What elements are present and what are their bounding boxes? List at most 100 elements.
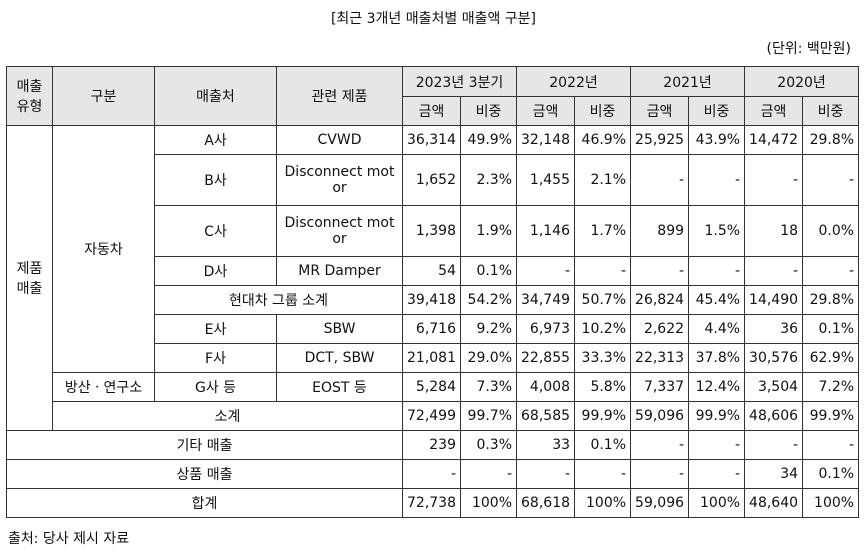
value-cell: - bbox=[744, 154, 804, 206]
value-cell: 99.9% bbox=[802, 401, 860, 431]
value-cell: 36,314 bbox=[402, 125, 461, 155]
header-period-2023q3: 2023년 3분기 bbox=[401, 66, 518, 97]
value-cell: 54.2% bbox=[459, 285, 518, 315]
value-cell: 22,855 bbox=[516, 343, 576, 373]
goods-sales-label: 상품 매출 bbox=[6, 459, 403, 489]
value-cell: 68,585 bbox=[516, 401, 576, 431]
header-period-2020: 2020년 bbox=[744, 66, 860, 97]
table-row: E사 SBW 6,716 9.2% 6,973 10.2% 2,622 4.4%… bbox=[7, 314, 860, 344]
value-cell: 32,148 bbox=[516, 125, 576, 155]
product-cell: DCT, SBW bbox=[276, 343, 403, 373]
value-cell: 5.8% bbox=[574, 372, 632, 402]
value-cell: 1,398 bbox=[402, 205, 461, 257]
value-cell: 43.9% bbox=[688, 125, 746, 155]
value-cell: - bbox=[688, 256, 746, 286]
value-cell: 30,576 bbox=[744, 343, 804, 373]
value-cell: 100% bbox=[802, 488, 860, 518]
value-cell: 4,008 bbox=[516, 372, 576, 402]
customer-cell: E사 bbox=[154, 314, 277, 344]
value-cell: 45.4% bbox=[688, 285, 746, 315]
customer-cell: F사 bbox=[154, 343, 277, 373]
header-amount: 금액 bbox=[516, 96, 576, 126]
value-cell: - bbox=[688, 459, 746, 489]
value-cell: - bbox=[688, 430, 746, 460]
value-cell: 36 bbox=[744, 314, 804, 344]
value-cell: - bbox=[744, 256, 804, 286]
value-cell: - bbox=[744, 430, 804, 460]
value-cell: 72,738 bbox=[402, 488, 461, 518]
table-row: 제품 매출 자동차 A사 CVWD 36,314 49.9% 32,148 46… bbox=[6, 125, 860, 431]
customer-cell: A사 bbox=[154, 125, 277, 155]
value-cell: 25,925 bbox=[630, 125, 690, 155]
table-row: B사 Disconnect motor 1,652 2.3% 1,455 2.1… bbox=[7, 154, 860, 206]
value-cell: 10.2% bbox=[574, 314, 632, 344]
value-cell: 5,284 bbox=[402, 372, 461, 402]
sales-type-cell: 제품 매출 bbox=[6, 125, 53, 431]
value-cell: - bbox=[630, 256, 690, 286]
value-cell: - bbox=[630, 154, 690, 206]
value-cell: 7.3% bbox=[459, 372, 518, 402]
value-cell: - bbox=[630, 430, 690, 460]
value-cell: 29.8% bbox=[802, 285, 860, 315]
customer-cell: B사 bbox=[154, 154, 277, 206]
header-sales-type: 매출 유형 bbox=[6, 66, 53, 126]
product-cell: Disconnect motor bbox=[276, 154, 403, 206]
value-cell: - bbox=[516, 459, 576, 489]
category-defense-cell: 방산ㆍ연구소 bbox=[52, 372, 155, 402]
header-period-2022: 2022년 bbox=[516, 66, 632, 97]
header-period-2021: 2021년 bbox=[630, 66, 746, 97]
header-share: 비중 bbox=[802, 96, 860, 126]
value-cell: 6,973 bbox=[516, 314, 576, 344]
value-cell: 239 bbox=[402, 430, 461, 460]
value-cell: 6,716 bbox=[402, 314, 461, 344]
value-cell: 22,313 bbox=[630, 343, 690, 373]
table-title: [최근 3개년 매출처별 매출액 구분] bbox=[330, 11, 537, 27]
category-auto-cell: 자동차 bbox=[52, 125, 155, 373]
value-cell: - bbox=[574, 459, 632, 489]
value-cell: 1.7% bbox=[574, 205, 632, 257]
table-row: D사 MR Damper 54 0.1% - - - - - - bbox=[7, 256, 860, 286]
value-cell: 1,455 bbox=[516, 154, 576, 206]
value-cell: 0.3% bbox=[459, 430, 518, 460]
value-cell: 72,499 bbox=[402, 401, 461, 431]
header-product: 관련 제품 bbox=[276, 66, 403, 126]
value-cell: - bbox=[630, 459, 690, 489]
product-cell: Disconnect motor bbox=[276, 205, 403, 257]
product-cell: CVWD bbox=[276, 125, 403, 155]
value-cell: 33 bbox=[516, 430, 576, 460]
value-cell: 3,504 bbox=[744, 372, 804, 402]
value-cell: 0.0% bbox=[802, 205, 860, 257]
value-cell: - bbox=[802, 154, 860, 206]
customer-cell: G사 등 bbox=[154, 372, 277, 402]
header-category: 구분 bbox=[52, 66, 155, 126]
value-cell: 1,652 bbox=[402, 154, 461, 206]
value-cell: 49.9% bbox=[459, 125, 518, 155]
table-row: C사 Disconnect motor 1,398 1.9% 1,146 1.7… bbox=[7, 205, 860, 257]
source-note: 출처: 당사 제시 자료 bbox=[8, 531, 130, 547]
header-customer: 매출처 bbox=[154, 66, 277, 126]
value-cell: 7.2% bbox=[802, 372, 860, 402]
value-cell: 100% bbox=[574, 488, 632, 518]
value-cell: 59,096 bbox=[630, 488, 690, 518]
header-share: 비중 bbox=[459, 96, 518, 126]
value-cell: 68,618 bbox=[516, 488, 576, 518]
subtotal-label: 소계 bbox=[52, 401, 403, 431]
value-cell: - bbox=[802, 430, 860, 460]
table-row: F사 DCT, SBW 21,081 29.0% 22,855 33.3% 22… bbox=[7, 343, 860, 373]
value-cell: 7,337 bbox=[630, 372, 690, 402]
value-cell: 1.5% bbox=[688, 205, 746, 257]
sales-table: 매출 유형 구분 매출처 관련 제품 2023년 3분기 2022년 2021년… bbox=[6, 66, 860, 518]
value-cell: 9.2% bbox=[459, 314, 518, 344]
subtotal-label: 현대차 그룹 소계 bbox=[154, 285, 403, 315]
value-cell: 33.3% bbox=[574, 343, 632, 373]
value-cell: 12.4% bbox=[688, 372, 746, 402]
value-cell: 1,146 bbox=[516, 205, 576, 257]
value-cell: 54 bbox=[402, 256, 461, 286]
value-cell: 0.1% bbox=[459, 256, 518, 286]
value-cell: 4.4% bbox=[688, 314, 746, 344]
value-cell: 2.1% bbox=[574, 154, 632, 206]
header-amount: 금액 bbox=[402, 96, 461, 126]
value-cell: - bbox=[688, 154, 746, 206]
product-cell: EOST 등 bbox=[276, 372, 403, 402]
value-cell: 100% bbox=[459, 488, 518, 518]
